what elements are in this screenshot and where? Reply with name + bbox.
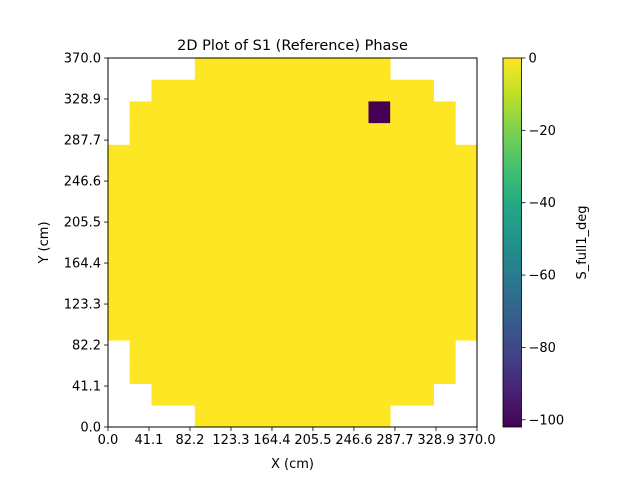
colorbar-tick-label: −40 — [529, 196, 556, 211]
colorbar-tick-label: 0 — [529, 52, 537, 67]
heatmap-row-11 — [108, 166, 478, 189]
x-tick-label: 370.0 — [458, 433, 495, 448]
heatmap-row-8 — [108, 231, 478, 254]
heatmap-row-7 — [108, 253, 478, 276]
heatmap-row-14 — [129, 101, 456, 124]
colorbar-tick-label: −20 — [529, 124, 556, 139]
y-tick-label: 287.7 — [64, 134, 101, 149]
y-tick-label: 370.0 — [64, 52, 101, 67]
heatmap-row-2 — [129, 361, 456, 384]
heatmap-row-0 — [194, 405, 391, 428]
heatmap-outlier-cell — [368, 101, 391, 124]
y-tick-label: 328.9 — [64, 92, 101, 107]
y-tick-label: 164.4 — [64, 257, 101, 272]
heatmap-row-6 — [108, 275, 478, 298]
y-tick-label: 246.6 — [64, 175, 101, 190]
heatmap-row-12 — [108, 144, 478, 167]
heatmap-cells — [108, 58, 478, 428]
heatmap-row-16 — [194, 58, 391, 81]
x-tick-label: 0.0 — [98, 433, 119, 448]
x-tick-label: 164.4 — [253, 433, 290, 448]
heatmap-row-15 — [151, 79, 434, 102]
heatmap-row-10 — [108, 188, 478, 211]
x-tick-label: 82.2 — [176, 433, 205, 448]
x-tick-label: 328.9 — [417, 433, 454, 448]
x-tick-label: 123.3 — [212, 433, 249, 448]
y-tick-label: 0.0 — [80, 421, 101, 436]
heatmap-row-9 — [108, 209, 478, 233]
y-axis-label: Y (cm) — [37, 221, 52, 264]
plot-frame — [107, 57, 478, 428]
colorbar-ticks: 0 −20 −40 −60 −80 −100 — [521, 52, 565, 428]
colorbar — [502, 57, 522, 428]
x-tick-label: 205.5 — [294, 433, 331, 448]
y-tick-label: 123.3 — [64, 298, 101, 313]
x-tick-label: 287.7 — [376, 433, 413, 448]
x-axis-label: X (cm) — [271, 457, 314, 472]
colorbar-tick-label: −60 — [529, 269, 556, 284]
colorbar-tick-label: −100 — [529, 413, 565, 428]
heatmap-row-13 — [129, 123, 456, 146]
heatmap-row-3 — [129, 340, 456, 363]
heatmap-row-1 — [151, 383, 434, 406]
x-axis-ticks: 0.0 41.1 82.2 123.3 164.4 205.5 246.6 287.7 328.… — [98, 427, 496, 448]
chart-title: 2D Plot of S1 (Reference) Phase — [177, 38, 408, 54]
heatmap-row-4 — [108, 318, 478, 341]
colorbar-tick-label: −80 — [529, 341, 556, 356]
colorbar-label: S_full1_deg — [575, 205, 590, 279]
y-tick-label: 41.1 — [72, 380, 101, 395]
heatmap-row-5 — [108, 296, 478, 319]
y-axis-ticks: 0.0 41.1 82.2 123.3 164.4 205.5 246.6 287.7 328.… — [64, 52, 108, 436]
x-tick-label: 246.6 — [335, 433, 372, 448]
y-tick-label: 205.5 — [64, 216, 101, 231]
x-tick-label: 41.1 — [135, 433, 164, 448]
y-tick-label: 82.2 — [72, 339, 101, 354]
